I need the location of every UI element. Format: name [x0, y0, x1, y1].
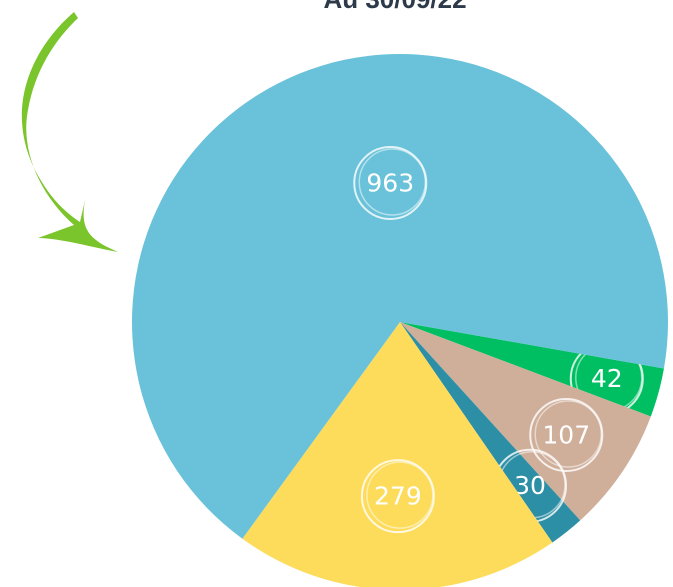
value-label: 279: [374, 482, 422, 511]
chart: Au 30/09/22 4210730279963: [0, 0, 673, 587]
value-label: 42: [591, 364, 623, 393]
decorative-arrow: [22, 12, 118, 252]
value-label: 963: [366, 168, 414, 197]
chart-title: Au 30/09/22: [323, 0, 466, 14]
value-label: 107: [542, 420, 590, 449]
